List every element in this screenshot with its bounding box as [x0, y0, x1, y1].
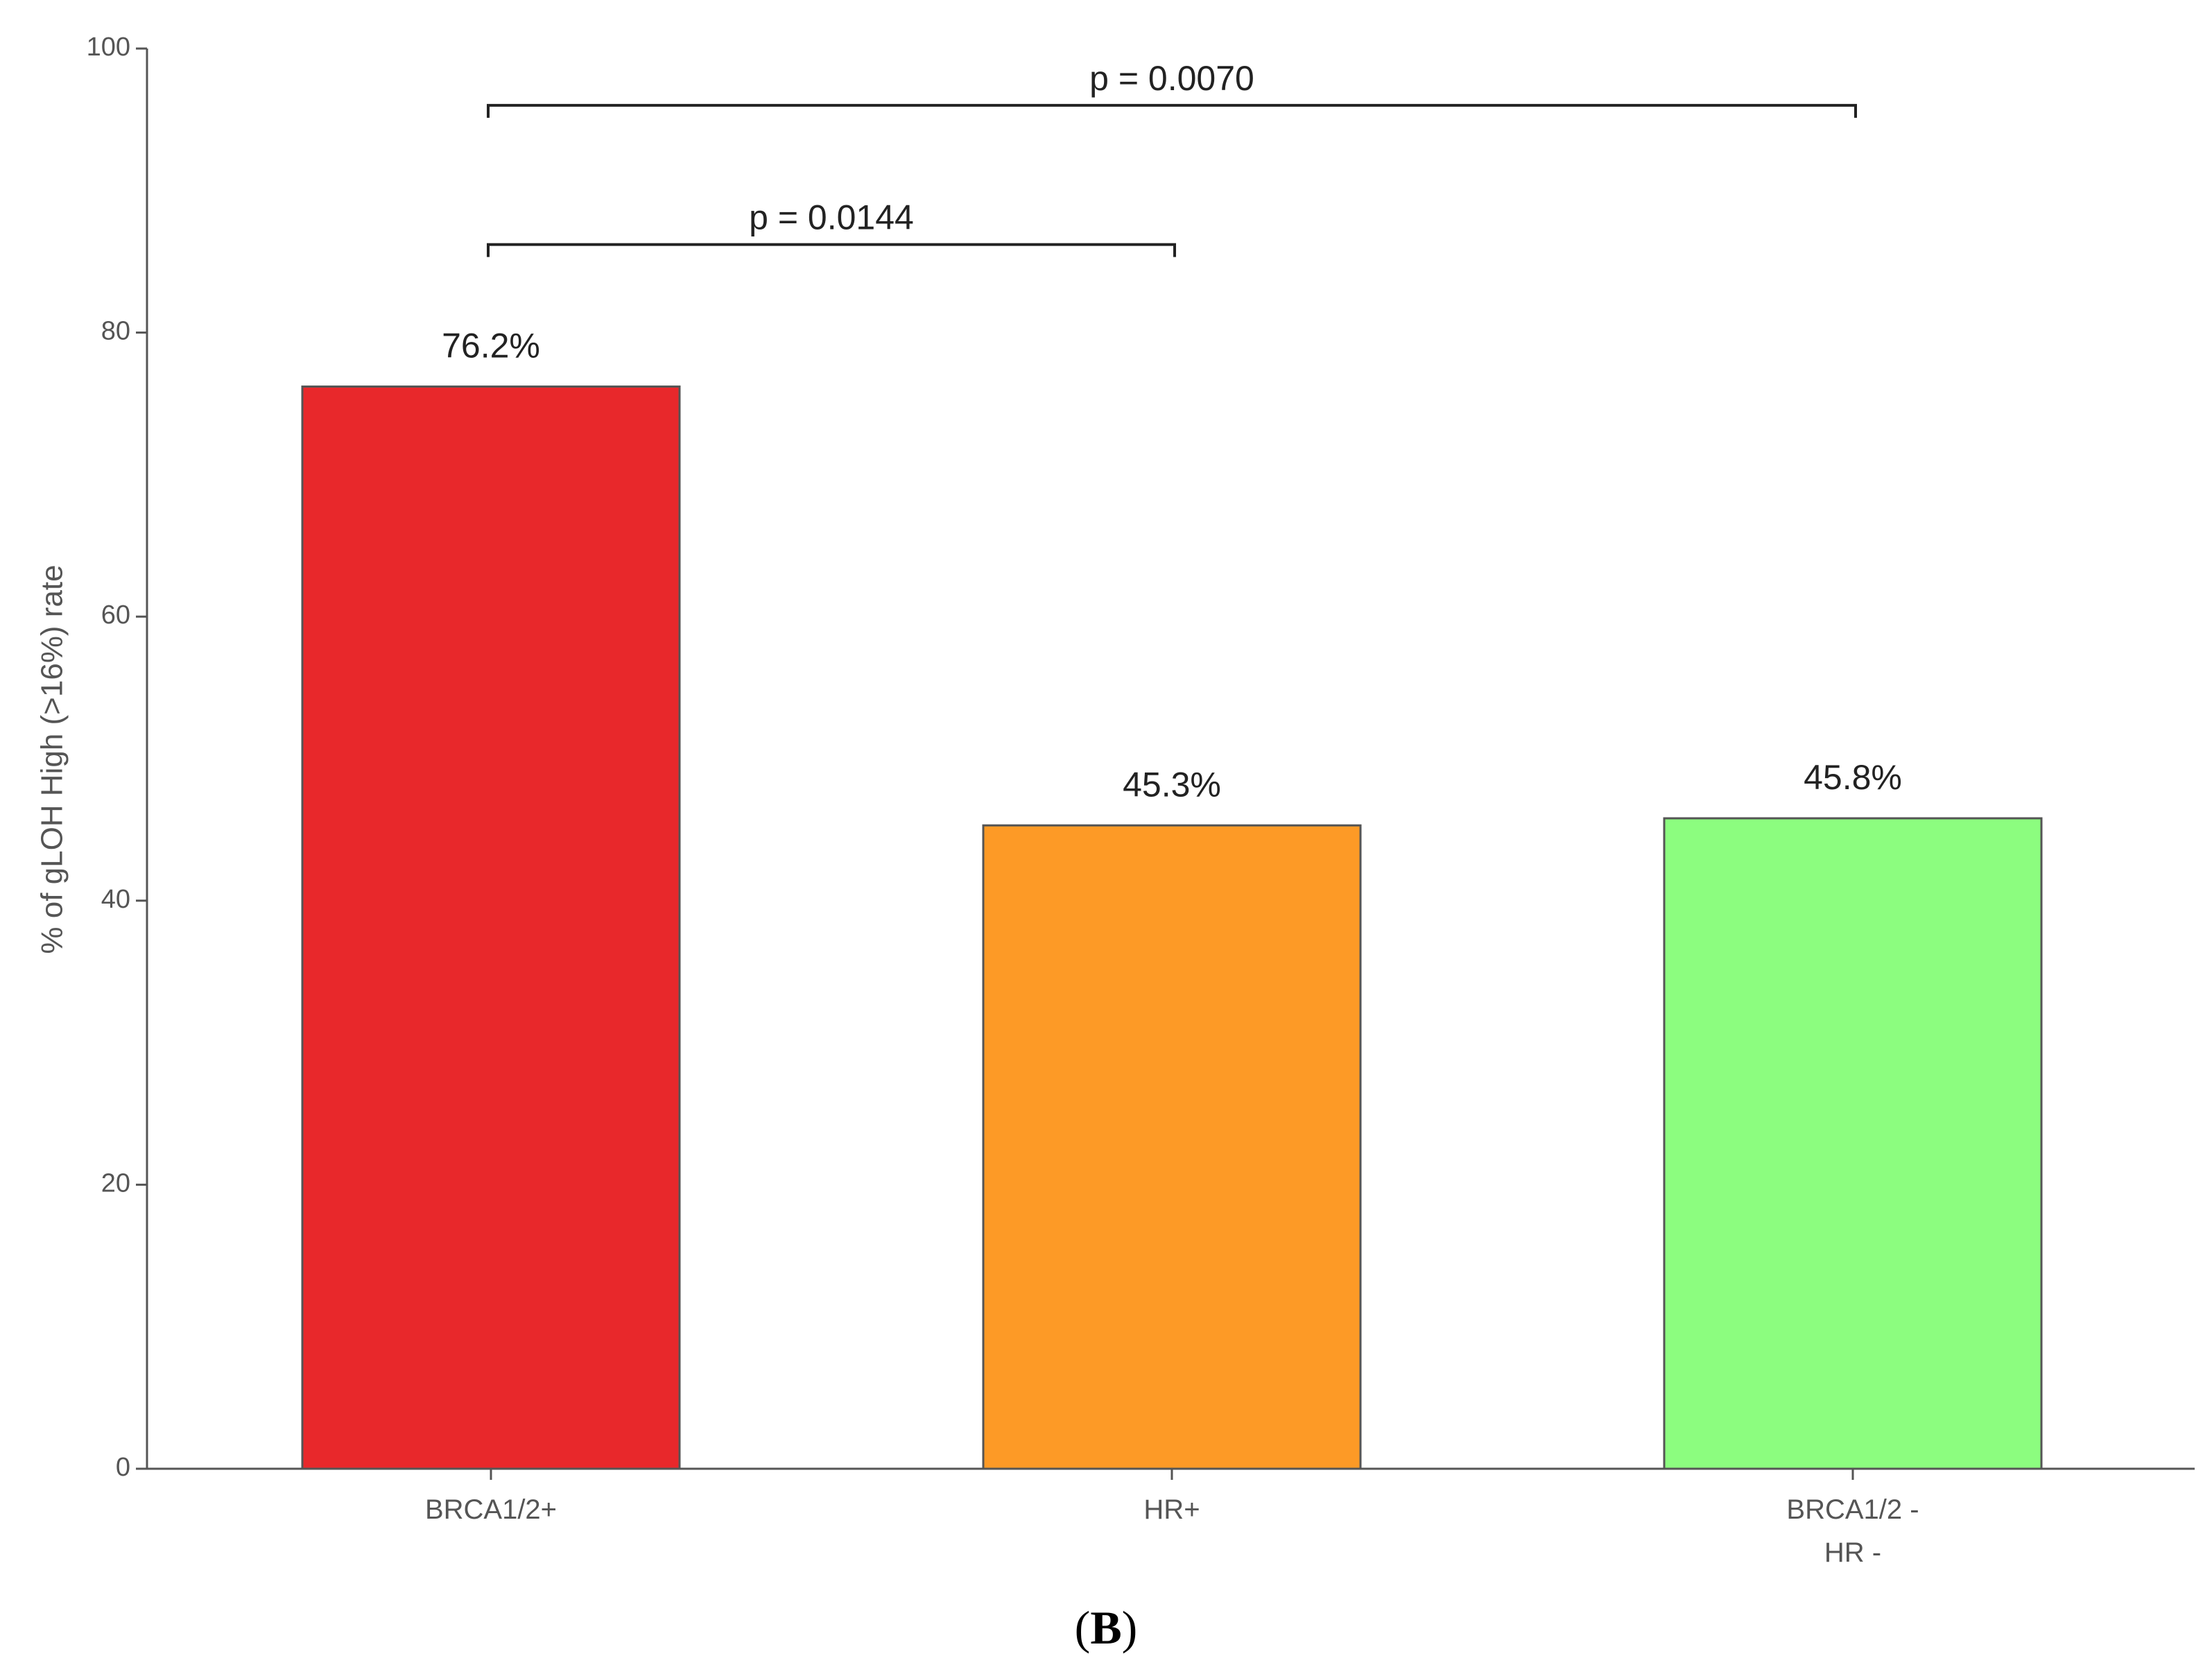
panel-label: (B)	[1075, 1601, 1138, 1654]
x-tick-label: HR+	[1143, 1494, 1200, 1525]
bars: 76.2% 45.3% 45.8%	[301, 326, 2043, 1470]
bar	[982, 824, 1362, 1470]
panel-label-close: )	[1122, 1601, 1138, 1654]
bar	[1663, 817, 2043, 1470]
data-label: 45.3%	[1123, 765, 1221, 804]
p-value-label: p = 0.0070	[1089, 59, 1254, 98]
bar	[301, 385, 681, 1470]
x-tick-label: BRCA1/2+	[425, 1494, 557, 1525]
significance-bracket	[487, 243, 1176, 257]
x-tick-label: BRCA1/2 -	[1786, 1494, 1919, 1525]
data-label: 45.8%	[1804, 758, 1902, 797]
y-tick-label: 0	[116, 1453, 130, 1482]
y-tick-label: 100	[87, 33, 130, 62]
y-axis-title: % of gLOH High (>16%) rate	[35, 564, 69, 954]
p-value-label: p = 0.0144	[749, 198, 914, 237]
panel-label-letter: B	[1090, 1601, 1121, 1654]
y-tick-label: 80	[101, 317, 130, 346]
panel-label-open: (	[1075, 1601, 1091, 1654]
x-tick-label: HR -	[1824, 1537, 1881, 1568]
data-label: 76.2%	[442, 326, 540, 365]
y-tick-label: 20	[101, 1168, 130, 1198]
significance-brackets: p = 0.0070 p = 0.0144	[487, 59, 1857, 257]
significance-bracket	[487, 103, 1857, 118]
y-tick-label: 40	[101, 885, 130, 914]
y-tick-label: 60	[101, 601, 130, 630]
